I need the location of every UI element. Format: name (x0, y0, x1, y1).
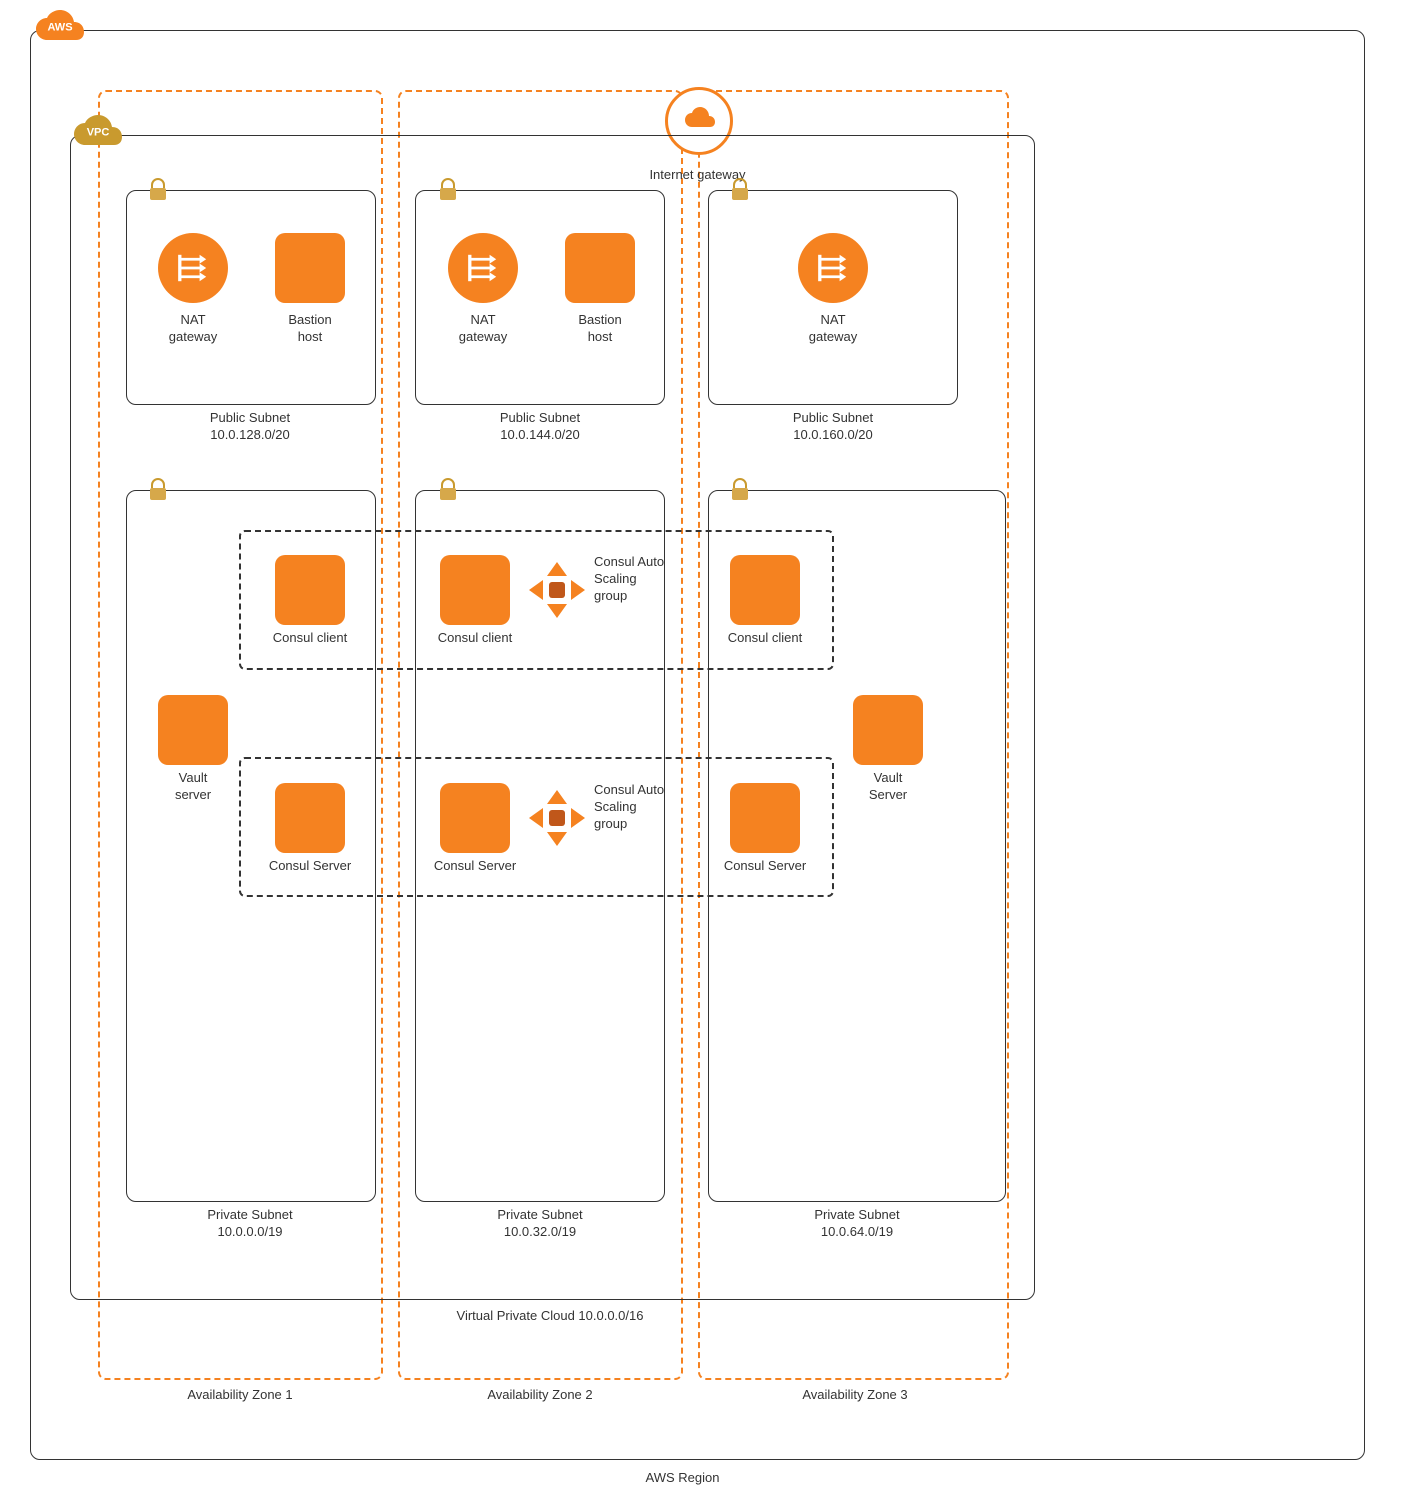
lock-icon (438, 478, 458, 502)
az-1-title: Availability Zone 1 (135, 1387, 345, 1404)
auto-scaling-icon (527, 560, 587, 620)
consul-server-icon (440, 783, 510, 853)
nat-2-label: NAT gateway (438, 312, 528, 346)
consul-server-icon (275, 783, 345, 853)
vault-server-icon (158, 695, 228, 765)
lock-icon (148, 178, 168, 202)
private-subnet-3-title: Private Subnet 10.0.64.0/19 (777, 1207, 937, 1241)
consul-client-icon (730, 555, 800, 625)
consul-client-icon (440, 555, 510, 625)
lock-icon (730, 178, 750, 202)
lock-icon (730, 478, 750, 502)
lock-icon (438, 178, 458, 202)
nat-gateway-icon (448, 233, 518, 303)
bastion-host-icon (275, 233, 345, 303)
nat-3-label: NAT gateway (788, 312, 878, 346)
bastion-2-label: Bastion host (555, 312, 645, 346)
consul-client-icon (275, 555, 345, 625)
consul-server-2-label: Consul Server (423, 858, 527, 875)
lock-icon (148, 478, 168, 502)
aws-cloud-badge: AWS (30, 8, 90, 48)
az-3-title: Availability Zone 3 (750, 1387, 960, 1404)
nat-gateway-icon (158, 233, 228, 303)
consul-server-3-label: Consul Server (713, 858, 817, 875)
vpc-cloud-badge: VPC (68, 113, 128, 153)
consul-server-icon (730, 783, 800, 853)
auto-scaling-icon (527, 788, 587, 848)
nat-1-label: NAT gateway (148, 312, 238, 346)
consul-asg-2-label: Consul Auto Scaling group (594, 782, 680, 833)
private-subnet-1-title: Private Subnet 10.0.0.0/19 (170, 1207, 330, 1241)
nat-gateway-icon (798, 233, 868, 303)
public-subnet-1-title: Public Subnet 10.0.128.0/20 (170, 410, 330, 444)
aws-badge-text: AWS (47, 21, 72, 33)
ps1-c: 10.0.128.0/20 (210, 427, 290, 442)
consul-asg-1-label: Consul Auto Scaling group (594, 554, 680, 605)
vault-server-icon (853, 695, 923, 765)
az-2-title: Availability Zone 2 (435, 1387, 645, 1404)
consul-server-1-label: Consul Server (258, 858, 362, 875)
vault-3-label: Vault Server (845, 770, 931, 804)
consul-client-1-label: Consul client (258, 630, 362, 647)
ps1-t: Public Subnet (210, 410, 290, 425)
public-subnet-3-title: Public Subnet 10.0.160.0/20 (753, 410, 913, 444)
private-subnet-2-title: Private Subnet 10.0.32.0/19 (460, 1207, 620, 1241)
bastion-host-icon (565, 233, 635, 303)
vault-1-label: Vault server (150, 770, 236, 804)
bastion-1-label: Bastion host (265, 312, 355, 346)
public-subnet-2-title: Public Subnet 10.0.144.0/20 (460, 410, 620, 444)
vpc-badge-text: VPC (87, 126, 110, 138)
aws-region-title: AWS Region (495, 1470, 870, 1487)
consul-client-3-label: Consul client (713, 630, 817, 647)
vpc-title: Virtual Private Cloud 10.0.0.0/16 (400, 1308, 700, 1325)
consul-client-2-label: Consul client (423, 630, 527, 647)
